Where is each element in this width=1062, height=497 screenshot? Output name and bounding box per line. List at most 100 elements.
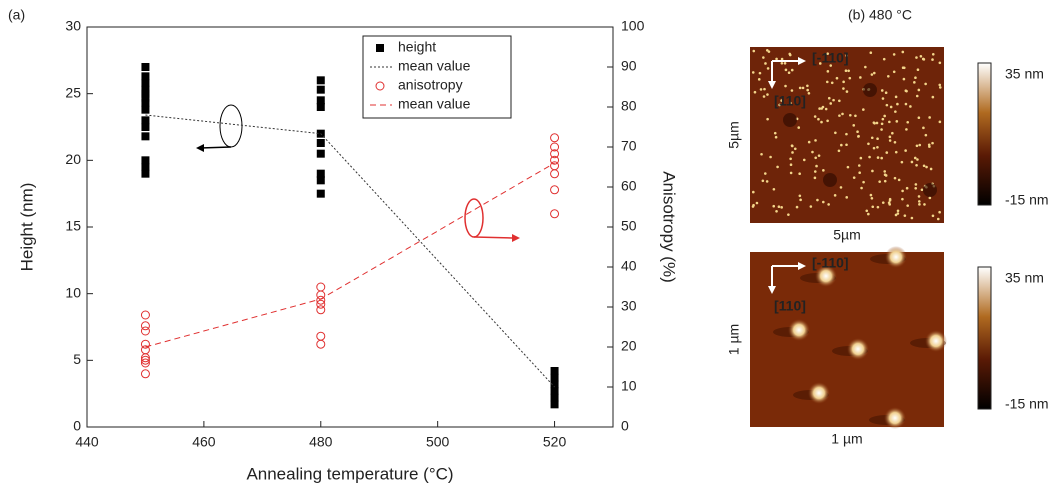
height-point: [141, 63, 150, 71]
afm-dot: [813, 170, 817, 173]
afm-dot: [914, 76, 917, 80]
anisotropy-point: [316, 339, 326, 349]
afm-dot: [884, 91, 888, 94]
afm-dot: [814, 139, 817, 142]
afm-dot: [865, 209, 869, 213]
afm-dot: [876, 156, 880, 159]
y2-tick-label: 80: [621, 98, 637, 114]
anisotropy-point: [550, 185, 560, 195]
afm-dot: [905, 186, 909, 190]
afm-dot: [868, 155, 871, 159]
afm-dot: [923, 203, 926, 206]
afm-dot: [839, 186, 843, 189]
afm-dot: [925, 165, 928, 169]
afm-dot: [888, 203, 892, 206]
afm-dot: [757, 78, 761, 81]
height-point: [141, 105, 150, 114]
afm-dot: [931, 141, 934, 145]
height-point: [316, 176, 325, 185]
y2-tick-label: 50: [621, 218, 637, 234]
afm-dot: [905, 128, 908, 131]
afm-dot: [762, 56, 765, 59]
annotation-arrowhead: [196, 144, 204, 152]
afm-dot: [797, 126, 801, 129]
afm-dot: [807, 91, 811, 95]
afm-dot: [775, 209, 778, 213]
afm-dot: [885, 103, 889, 107]
afm-pit: [823, 173, 837, 187]
y-tick-label: 5: [73, 351, 81, 367]
afm-dot: [864, 65, 867, 69]
afm-dot: [801, 86, 805, 90]
afm-dot: [787, 213, 790, 216]
afm-dot: [795, 205, 799, 209]
afm-dot: [915, 94, 919, 98]
afm-dot: [820, 107, 824, 110]
afm-dot: [842, 87, 845, 90]
afm-dot: [857, 134, 860, 138]
scale-y-label: 5µm: [726, 121, 742, 149]
anisotropy-point: [550, 142, 560, 152]
afm-dot: [790, 89, 794, 92]
afm-dot: [752, 49, 756, 53]
afm-dot: [916, 68, 920, 72]
afm-dot: [876, 205, 880, 209]
afm-title: (b) 480 °C: [848, 7, 912, 23]
afm-dot: [916, 158, 919, 161]
afm-dot: [910, 216, 914, 220]
afm-dot: [906, 120, 910, 124]
annotation-ellipse: [219, 104, 243, 148]
legend-label: height: [398, 39, 436, 55]
afm-dot: [827, 203, 830, 206]
afm-dot: [807, 140, 811, 144]
afm-dot: [826, 52, 829, 55]
colorbar-min: -15 nm: [1005, 396, 1049, 412]
afm-dot: [859, 156, 863, 160]
afm-dot: [896, 209, 900, 213]
afm-dot: [904, 149, 907, 152]
afm-dot: [830, 81, 834, 85]
afm-dot: [778, 103, 781, 107]
afm-dot: [799, 198, 802, 202]
legend-label: mean value: [398, 96, 471, 112]
afm-dot: [917, 200, 921, 203]
direction-label: [110]: [774, 93, 806, 109]
afm-dot: [891, 131, 894, 135]
x-axis-label: Annealing temperature (°C): [246, 464, 453, 483]
afm-dot: [793, 147, 797, 151]
afm-dot: [761, 179, 765, 183]
direction-label: [-110]: [812, 255, 849, 271]
afm-dot: [753, 90, 757, 94]
afm-dot: [901, 50, 905, 54]
afm-dot: [849, 113, 852, 117]
afm-panel: [-110] [110] 5µm 5µm 35 nm -15 nm [-110] [110] 1…: [726, 47, 1049, 447]
afm-dot: [780, 57, 784, 61]
afm-dot: [783, 61, 787, 65]
afm-island: [788, 319, 810, 341]
afm-dot: [931, 95, 935, 99]
colorbar: [977, 62, 992, 206]
plot-frame: [86, 26, 614, 428]
afm-dot: [788, 52, 792, 56]
afm-dot: [888, 199, 892, 202]
afm-dot: [755, 201, 759, 205]
afm-dot: [882, 57, 886, 61]
x-tick-label: 460: [192, 434, 216, 450]
afm-dot: [838, 114, 841, 117]
afm-dot: [872, 146, 876, 150]
annotation-ellipse: [464, 198, 484, 238]
afm-dot: [893, 176, 897, 180]
anisotropy-point: [316, 331, 326, 341]
height-point: [141, 123, 150, 131]
afm-dot: [915, 144, 919, 148]
afm-dot: [880, 156, 883, 160]
afm-dot: [897, 178, 901, 182]
afm-dot: [896, 212, 900, 215]
legend-label: mean value: [398, 58, 471, 74]
colorbar-max: 35 nm: [1005, 66, 1044, 82]
afm-dot: [881, 97, 885, 100]
y-tick-label: 20: [65, 151, 81, 167]
afm-dot: [887, 74, 890, 78]
afm-dot: [883, 173, 887, 177]
afm-dot: [931, 58, 934, 61]
